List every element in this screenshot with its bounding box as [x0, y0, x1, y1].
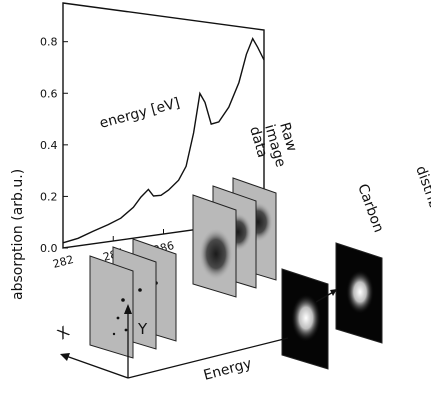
x-axis-line: [65, 355, 129, 379]
svg-text:Carbon: Carbon: [354, 182, 386, 235]
y-axis-label: Y: [137, 320, 148, 338]
spectrum-y-axis-label: absorption (arb.u.): [10, 169, 26, 300]
energy-axis-label: Energy: [202, 356, 253, 384]
carbon-distribution-label: Carbon distribution: [354, 164, 431, 244]
x-tick-label: 282: [51, 253, 75, 271]
raw-image-data-label: Raw image data: [246, 121, 299, 169]
svg-text:Raw: Raw: [276, 121, 299, 154]
transform-arrow: [315, 289, 337, 303]
svg-text:distribution: distribution: [412, 164, 431, 244]
stack-plate: [89, 255, 134, 359]
spectrum-y-ticks: 0.0 0.2 0.4 0.6 0.8: [40, 36, 68, 255]
raw-image-plate: [281, 268, 329, 370]
y-tick-label: 0.2: [40, 190, 58, 203]
y-tick-label: 0.8: [40, 36, 58, 49]
carbon-distribution-plate: [335, 242, 383, 344]
image-stack: [89, 177, 277, 359]
y-tick-label: 0.4: [40, 139, 58, 152]
y-tick-label: 0.0: [40, 242, 58, 255]
y-tick-label: 0.6: [40, 87, 58, 100]
stack-plate: [192, 194, 237, 298]
energy-axis-line: [127, 337, 289, 379]
spectrum-curve: [62, 36, 265, 244]
x-axis-label: X: [54, 323, 73, 344]
